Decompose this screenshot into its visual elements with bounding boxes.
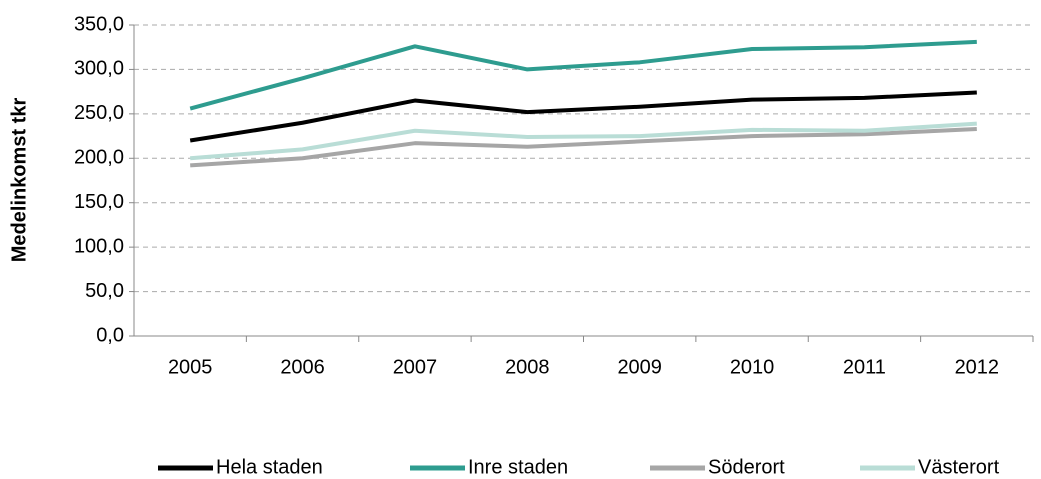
- x-tick-label: 2010: [730, 356, 775, 378]
- x-tick-label: 2007: [393, 356, 438, 378]
- x-tick-label: 2006: [280, 356, 325, 378]
- legend-label: Söderort: [708, 456, 785, 478]
- y-tick-label: 350,0: [74, 13, 124, 35]
- y-tick-label: 50,0: [85, 280, 124, 302]
- y-tick-label: 250,0: [74, 102, 124, 124]
- x-tick-label: 2005: [168, 356, 213, 378]
- legend-label: Inre staden: [468, 456, 568, 478]
- y-tick-label: 200,0: [74, 147, 124, 169]
- legend-label: Hela staden: [216, 456, 323, 478]
- x-tick-label: 2008: [505, 356, 550, 378]
- x-tick-label: 2012: [955, 356, 1000, 378]
- series-line: [190, 121, 977, 161]
- series-line: [190, 126, 977, 168]
- series-line: [189, 39, 977, 111]
- x-tick-label: 2011: [843, 356, 886, 378]
- series-line: [189, 90, 977, 143]
- y-tick-label: 300,0: [74, 58, 124, 80]
- y-axis-title: Medelinkomst tkr: [8, 98, 30, 263]
- legend-label: Västerort: [918, 456, 1000, 478]
- x-tick-label: 2009: [617, 356, 662, 378]
- y-tick-label: 150,0: [74, 191, 124, 213]
- y-tick-label: 0,0: [96, 324, 124, 346]
- y-tick-label: 100,0: [74, 235, 124, 257]
